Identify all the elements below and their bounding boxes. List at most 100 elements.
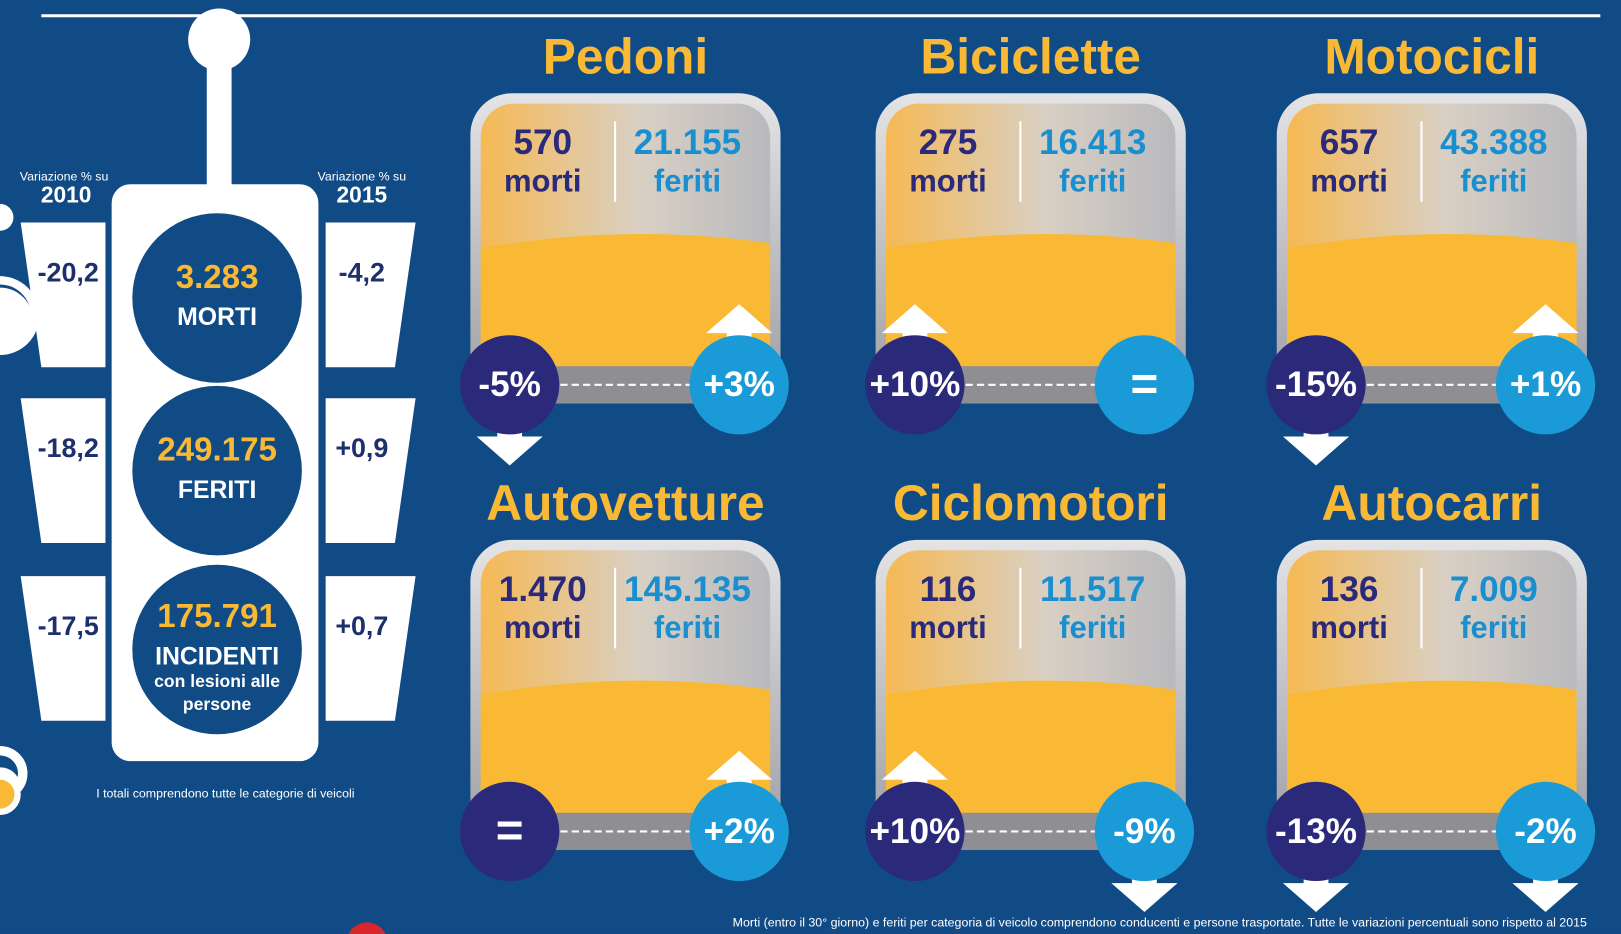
change-arrow [1512,304,1579,365]
totals-note: I totali comprendono tutte le categorie … [96,786,354,800]
card-ground [480,680,771,814]
change-arrow [881,750,948,811]
change-value: +10% [869,365,960,404]
deaths-value: 657 [1320,123,1379,162]
injured-value: 43.388 [1440,123,1547,162]
injured-label: feriti [1460,163,1527,198]
change-value: = [1131,357,1159,410]
right-panel [325,398,416,543]
vehicle-icon: cx=>`` [0,287,34,354]
injured-label: feriti [654,163,721,198]
total-value: 3.283 [176,259,259,296]
left-header-year: 2010 [41,182,92,208]
change-value: = [496,804,524,857]
logo [348,922,386,934]
total-label: FERITI [178,477,257,504]
change-value: +1% [1510,365,1581,404]
card-ground [480,233,771,368]
change-2015: +0,7 [335,611,388,641]
change-2010: -17,5 [38,611,99,641]
change-circle [1266,335,1366,435]
change-value: -9% [1113,812,1175,851]
change-arrow [476,405,543,466]
card-title: Motocicli [1324,28,1539,84]
change-arrow [1282,405,1350,466]
total-value: 249.175 [157,432,277,469]
change-circle [865,335,965,435]
total-circle [132,564,302,735]
total-circle [132,213,302,383]
change-2010: -20,2 [38,257,99,287]
change-2010: -18,2 [38,433,99,463]
change-arrow [706,304,773,365]
change-circle [865,781,965,882]
deaths-label: morti [1310,163,1388,198]
vehicle-icon: cx=>`` [0,280,40,355]
deaths-label: morti [504,610,582,645]
injured-value: 11.517 [1040,570,1146,609]
right-panel [325,222,416,368]
card-ground [1287,233,1577,368]
change-value: +10% [869,812,960,851]
injured-label: feriti [1059,163,1126,198]
card-title: Autovetture [486,475,764,531]
card-title: Pedoni [543,28,708,84]
change-value: +2% [704,812,775,851]
injured-label: feriti [654,610,721,645]
card-title: Autocarri [1322,475,1543,531]
injured-value: 16.413 [1039,123,1146,162]
change-2015: -4,2 [339,257,385,287]
injured-label: feriti [1460,610,1527,645]
deaths-value: 1.470 [499,570,587,609]
injured-label: feriti [1059,610,1126,645]
deaths-value: 136 [1320,570,1379,609]
change-arrow [1282,852,1350,913]
change-circle [460,335,560,435]
deaths-label: morti [1310,610,1388,645]
change-circle [1495,781,1596,882]
total-sublabel: con lesioni alle [154,671,280,691]
card-ground [885,233,1176,368]
left-panel [20,398,106,543]
footnote: Morti (entro il 30° giorno) e feriti per… [733,916,1587,930]
total-circle [132,385,302,556]
left-panel [20,576,106,721]
deaths-label: morti [504,163,582,198]
vehicle-icon: cx=>`` [0,751,28,801]
deaths-value: 570 [513,123,572,162]
vehicle-icon: cx=>`` [0,203,14,231]
card-ground [885,680,1176,814]
change-arrow [1512,852,1579,913]
injured-value: 21.155 [634,123,741,162]
card-title: Ciclomotori [893,475,1169,531]
change-circle [689,781,789,882]
change-2015: +0,9 [335,433,388,463]
injured-value: 7.009 [1450,570,1538,609]
total-label: MORTI [177,304,257,331]
change-circle [1094,335,1195,435]
deaths-label: morti [909,610,987,645]
change-arrow [881,304,948,365]
injured-value: 145.135 [624,570,751,609]
left-header-label: Variazione % su [20,169,109,183]
total-label: INCIDENTI [155,643,279,670]
change-value: -15% [1275,365,1357,404]
change-circle [1495,335,1596,435]
change-arrow [706,750,773,811]
right-header-label: Variazione % su [318,169,407,183]
total-value: 175.791 [157,598,277,635]
right-header-year: 2015 [337,182,388,208]
deaths-value: 275 [919,123,978,162]
right-panel [325,576,416,721]
change-circle [1266,781,1366,882]
total-sublabel: persone [183,694,252,714]
vehicle-icon: cx=>`` [0,773,21,815]
deaths-label: morti [909,163,987,198]
change-circle [1094,781,1195,882]
change-value: -13% [1275,812,1357,851]
card-title: Biciclette [920,28,1141,84]
change-arrow [1111,852,1178,913]
change-value: +3% [704,365,775,404]
left-panel [20,222,106,368]
